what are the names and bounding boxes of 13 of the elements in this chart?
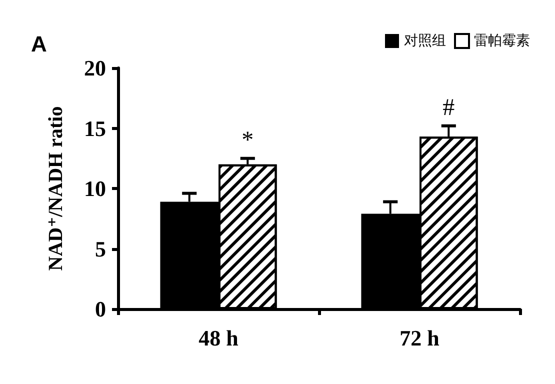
y-tick-label: 10 [84,176,106,201]
legend-label: 对照组 [404,33,446,49]
y-tick-label: 5 [95,236,106,262]
annotation: * [242,127,254,154]
annotation: # [442,94,455,121]
x-tick-label: 72 h [400,326,440,350]
y-tick-label: 15 [84,116,106,141]
y-axis-title: NAD⁺/NADH ratio [45,106,67,271]
y-tick-label: 0 [95,296,106,322]
x-tick-label: 48 h [198,326,238,350]
legend-label: 雷帕霉素 [474,33,530,49]
y-tick-label: 20 [84,56,106,80]
chart-title: A [31,32,47,56]
